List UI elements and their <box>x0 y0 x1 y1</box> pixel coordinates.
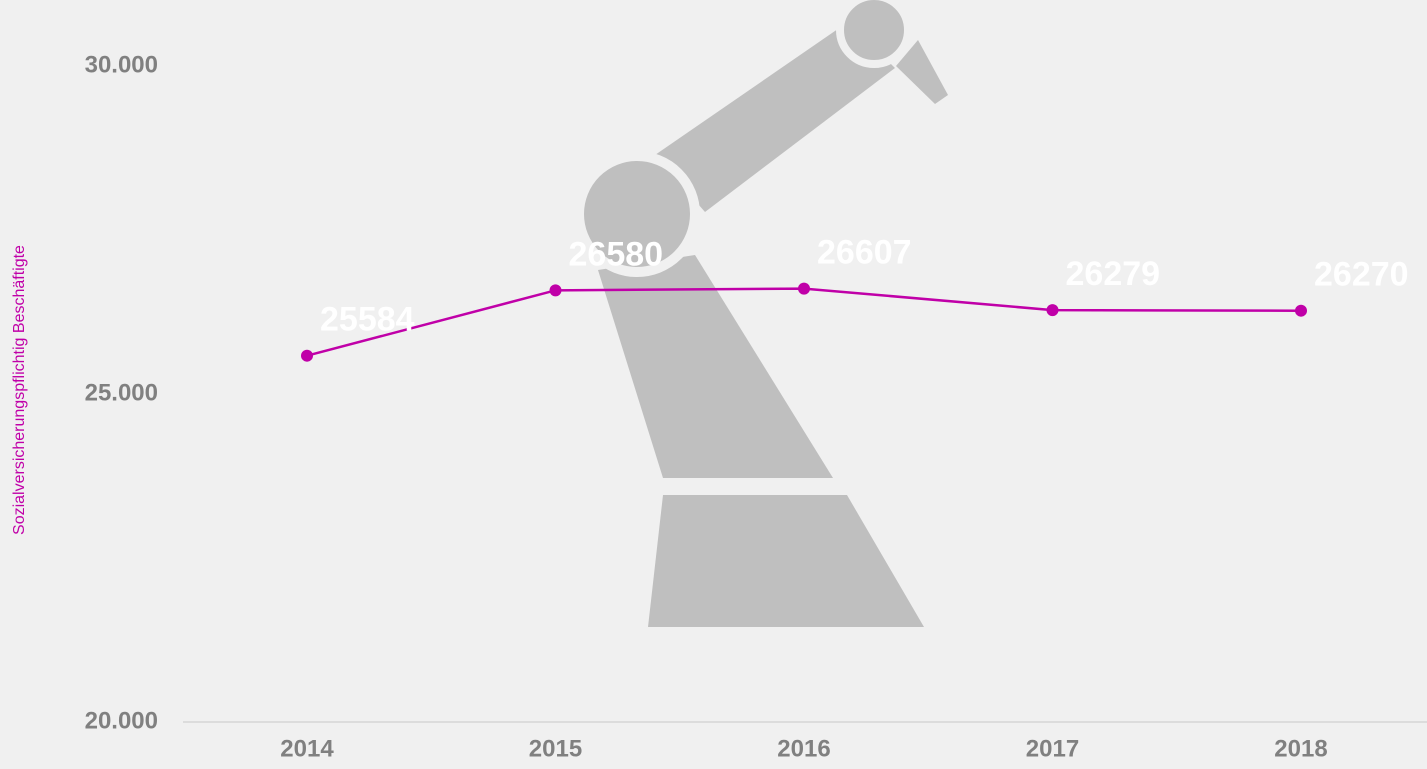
robot-lower-arm <box>598 255 833 478</box>
robot-joint <box>836 0 912 68</box>
robot-upper-arm <box>655 22 895 212</box>
robot-base <box>648 495 924 627</box>
data-point <box>549 284 562 297</box>
y-tick-label: 20.000 <box>85 707 158 734</box>
robot-gripper <box>896 40 948 104</box>
x-tick-label: 2015 <box>529 735 582 762</box>
data-point <box>301 349 313 362</box>
data-label: 26270 <box>1314 256 1409 294</box>
data-label: 26279 <box>1066 255 1161 293</box>
y-axis-label: Sozialversicherungspflichtig Beschäftigt… <box>11 245 28 535</box>
data-point <box>1046 304 1059 317</box>
data-point <box>798 282 810 295</box>
robot-illustration <box>574 0 948 627</box>
y-tick-label: 30.000 <box>85 51 158 78</box>
x-tick-label: 2018 <box>1274 735 1327 762</box>
x-tick-label: 2014 <box>280 735 334 762</box>
data-label: 25584 <box>320 301 415 339</box>
data-label: 26607 <box>817 234 912 272</box>
x-tick-label: 2016 <box>777 735 830 762</box>
data-point <box>1295 304 1307 317</box>
robot-joint <box>574 151 700 277</box>
data-label: 26580 <box>569 235 664 273</box>
x-tick-label: 2017 <box>1026 735 1079 762</box>
y-tick-label: 25.000 <box>85 379 158 406</box>
